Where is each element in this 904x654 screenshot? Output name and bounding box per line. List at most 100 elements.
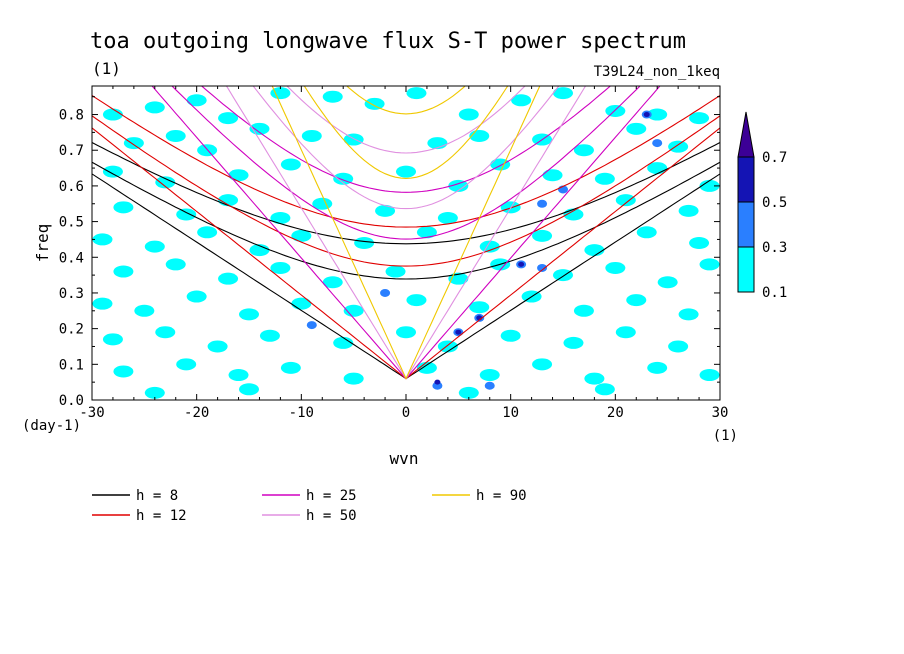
- y-tick-label-3: 0.3: [59, 286, 84, 302]
- contour-blob-27: [155, 176, 176, 189]
- contour-blob-32: [448, 179, 469, 192]
- contour-blob-9: [511, 94, 532, 107]
- contour-blob-64: [270, 261, 291, 274]
- x-tick-label-3: 0: [402, 405, 410, 421]
- x-tick-label-4: 10: [502, 405, 519, 421]
- y-axis-unit: (day-1): [22, 418, 81, 434]
- contour-blob-107: [239, 383, 259, 396]
- contour-blob-26: [102, 165, 123, 178]
- chart-title: toa outgoing longwave flux S-T power spe…: [90, 29, 686, 54]
- curve-ig2-h8: [92, 142, 720, 245]
- contour-blob-54: [354, 237, 375, 249]
- contour-blob-8: [458, 108, 479, 121]
- contour-blob-13: [689, 112, 710, 125]
- y-axis: 0.0 0.1 0.2 0.3 0.4 0.5 0.6 0.7 0.8: [59, 96, 720, 409]
- contour-blob-87: [207, 340, 228, 353]
- contour-blob-25: [668, 140, 689, 153]
- legend-label-h25: h = 25: [306, 488, 357, 504]
- colorbar-label-0: 0.1: [762, 285, 787, 301]
- contour-blob-83: [626, 294, 647, 307]
- contour-blob-69: [553, 269, 573, 282]
- contour-blob-82: [573, 304, 594, 317]
- x-tick-label-6: 30: [712, 405, 729, 421]
- contour-blob-41: [270, 212, 291, 225]
- contour-blob-122: [306, 321, 317, 330]
- contour-blob-89: [333, 336, 354, 349]
- contour-blob-108: [458, 386, 479, 399]
- contour-blob-102: [479, 369, 500, 382]
- legend-label-h90: h = 90: [476, 488, 527, 504]
- colorbar-arrow: [737, 111, 755, 158]
- contour-blob-34: [542, 169, 563, 182]
- contour-blob-5: [322, 90, 343, 103]
- contour-blob-38: [113, 201, 134, 214]
- contour-blob-126: [434, 379, 441, 385]
- contour-blob-109: [594, 383, 615, 396]
- contour-blob-123: [518, 261, 525, 267]
- curve-ig1-h12: [92, 115, 720, 267]
- contour-blob-57: [532, 229, 553, 242]
- contour-blob-0: [102, 108, 123, 121]
- legend-label-h8: h = 8: [136, 488, 178, 504]
- contour-blob-65: [322, 276, 343, 289]
- curve-kelvin-h50: [225, 86, 587, 380]
- contour-blob-12: [647, 108, 668, 121]
- contour-blob-121: [380, 288, 391, 297]
- title-unit: (1): [92, 59, 121, 78]
- contour-blob-3: [218, 112, 239, 125]
- legend-label-h50: h = 50: [306, 508, 357, 524]
- contour-blob-7: [406, 87, 427, 100]
- colorbar-label-3: 0.7: [762, 150, 787, 166]
- contour-blob-80: [469, 301, 490, 314]
- contour-blob-88: [259, 329, 280, 342]
- contour-blob-112: [652, 139, 663, 148]
- run-label: T39L24_non_1keq: [594, 64, 720, 80]
- contour-blob-103: [532, 358, 553, 371]
- y-tick-label-4: 0.4: [59, 250, 84, 266]
- contour-blob-96: [113, 365, 134, 378]
- contour-blob-10: [553, 87, 573, 100]
- contour-blob-75: [186, 290, 207, 303]
- contour-blob-14: [123, 137, 144, 150]
- contour-blob-114: [537, 199, 548, 208]
- contour-fill: [92, 87, 720, 399]
- contour-blob-48: [678, 204, 699, 217]
- contour-blob-104: [584, 372, 605, 385]
- contour-blob-74: [134, 304, 155, 317]
- plot-frame: [91, 85, 721, 401]
- contour-blob-49: [92, 233, 113, 246]
- y-tick-label-5: 0.5: [59, 215, 84, 231]
- contour-blob-2: [186, 94, 207, 107]
- contour-blob-116: [537, 263, 548, 272]
- x-axis-unit: (1): [713, 428, 738, 444]
- contour-blob-90: [396, 326, 416, 339]
- curve-ig1-h25: [171, 86, 641, 240]
- contour-blob-120: [484, 381, 495, 390]
- x-tick-label-1: -20: [184, 405, 209, 421]
- contour-blob-51: [197, 226, 218, 239]
- curve-ig1-h8: [92, 161, 720, 280]
- contour-blob-106: [699, 369, 720, 382]
- colorbar-label-1: 0.3: [762, 240, 787, 256]
- contour-blob-92: [500, 329, 521, 342]
- contour-blob-85: [102, 333, 123, 346]
- contour-blob-71: [657, 276, 678, 289]
- contour-blob-125: [455, 329, 462, 335]
- contour-blob-78: [343, 304, 364, 317]
- contour-blob-98: [228, 369, 249, 382]
- contour-blob-95: [668, 340, 689, 353]
- curve-ig2-h90: [346, 86, 466, 115]
- contour-blob-77: [291, 297, 312, 310]
- contour-blob-66: [385, 265, 406, 278]
- contour-blob-76: [239, 308, 259, 321]
- contour-blob-61: [113, 265, 134, 278]
- dispersion-curves: [92, 86, 720, 380]
- contour-blob-53: [291, 229, 312, 242]
- y-tick-label-1: 0.1: [59, 357, 84, 373]
- contour-blob-101: [416, 361, 437, 374]
- y-tick-label-7: 0.7: [59, 143, 84, 159]
- contour-blob-94: [615, 326, 636, 339]
- x-axis-label: wvn: [390, 449, 419, 468]
- contour-blob-73: [92, 297, 113, 310]
